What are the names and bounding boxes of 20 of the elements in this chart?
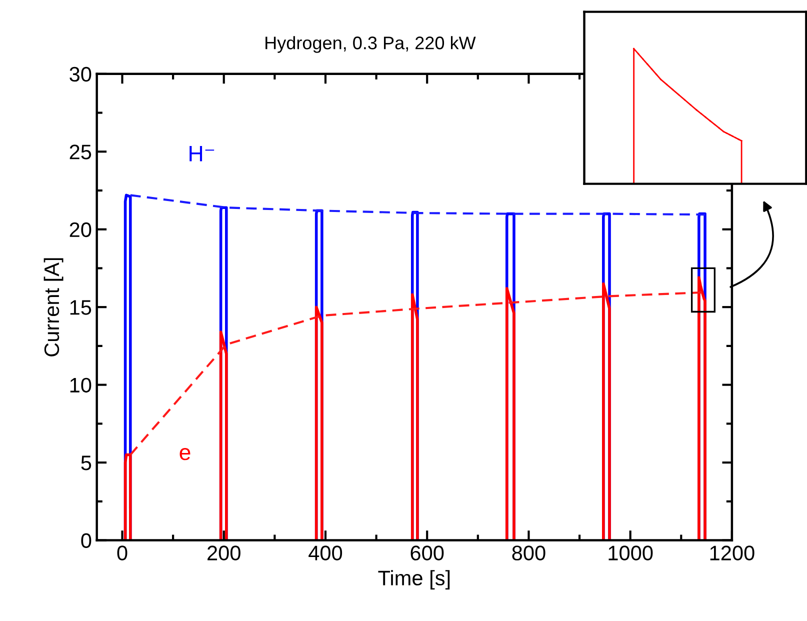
x-tick-label: 1000 (608, 546, 653, 560)
y-tick-label: 10 (70, 378, 92, 393)
x-axis-title: Time [s] (378, 570, 450, 590)
chart-title: Hydrogen, 0.3 Pa, 220 kW (266, 36, 476, 53)
y-tick-label: 25 (70, 144, 92, 160)
line-series (129, 194, 706, 216)
y-tick-label: 20 (70, 222, 92, 238)
y-tick-label: 0 (81, 533, 92, 548)
y-tick-label: 15 (70, 300, 92, 315)
series-label: e (180, 448, 190, 460)
x-tick-label: 0 (117, 546, 128, 560)
x-tick-label: 400 (308, 546, 342, 560)
x-tick-label: 200 (208, 546, 240, 560)
x-tick-label: 800 (512, 546, 546, 560)
y-axis-title: Current [A] (44, 258, 64, 356)
text: H⁻ (190, 146, 214, 162)
y-tick-label: 5 (81, 456, 92, 470)
x-tick-label: 1200 (710, 546, 754, 560)
y-tick-label: 30 (70, 66, 92, 82)
x-tick-label: 600 (410, 546, 444, 560)
